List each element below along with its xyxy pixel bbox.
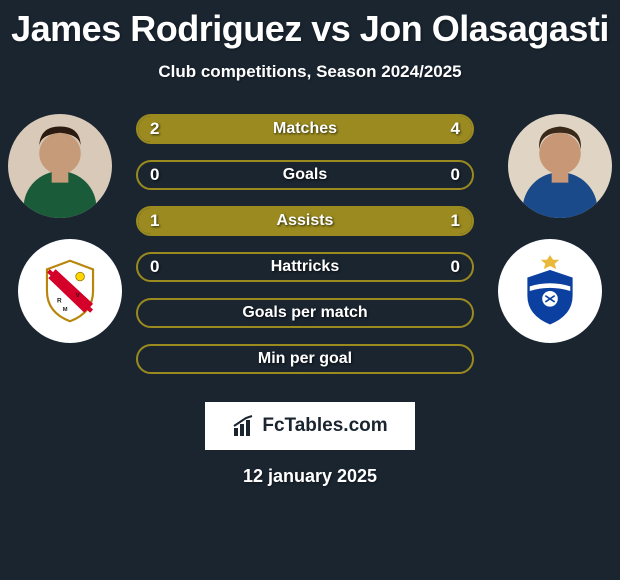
stat-row: Assists 1 1 — [136, 206, 474, 236]
player-right-avatar — [508, 114, 612, 218]
subtitle: Club competitions, Season 2024/2025 — [0, 62, 620, 82]
chart-icon — [232, 414, 256, 438]
stat-value-right: 1 — [451, 211, 460, 231]
watermark-badge: FcTables.com — [205, 402, 415, 450]
stat-label: Min per goal — [258, 350, 352, 368]
stat-value-left: 0 — [150, 165, 159, 185]
stat-value-left: 0 — [150, 257, 159, 277]
club-crest-icon: R V M — [34, 255, 106, 327]
stat-label: Matches — [273, 120, 337, 138]
comparison-content: R V M Matches 2 4 Goals 0 0 Assists 1 1 Hattricks… — [0, 114, 620, 394]
stat-label: Assists — [277, 212, 334, 230]
stat-row: Matches 2 4 — [136, 114, 474, 144]
stat-row: Hattricks 0 0 — [136, 252, 474, 282]
stat-row: Goals per match — [136, 298, 474, 328]
watermark-text: FcTables.com — [262, 415, 387, 437]
stat-value-right: 4 — [451, 119, 460, 139]
date-label: 12 january 2025 — [0, 466, 620, 487]
person-icon — [508, 114, 612, 218]
player-left-avatar — [8, 114, 112, 218]
stat-value-left: 1 — [150, 211, 159, 231]
stat-label: Goals per match — [242, 304, 367, 322]
stat-value-left: 2 — [150, 119, 159, 139]
stat-label: Hattricks — [271, 258, 339, 276]
stats-list: Matches24Goals00Assists11Hattricks00Goal… — [136, 114, 474, 390]
stat-label: Goals — [283, 166, 327, 184]
svg-text:R: R — [57, 298, 62, 305]
club-left-badge: R V M — [18, 239, 122, 343]
stat-row: Goals 0 0 — [136, 160, 474, 190]
stat-value-right: 0 — [451, 165, 460, 185]
stat-value-right: 0 — [451, 257, 460, 277]
stat-row: Min per goal — [136, 344, 474, 374]
page-title: James Rodriguez vs Jon Olasagasti — [0, 0, 620, 50]
svg-text:M: M — [63, 307, 68, 313]
club-right-badge — [498, 239, 602, 343]
club-crest-icon — [511, 252, 589, 330]
svg-text:V: V — [76, 293, 80, 299]
person-icon — [8, 114, 112, 218]
